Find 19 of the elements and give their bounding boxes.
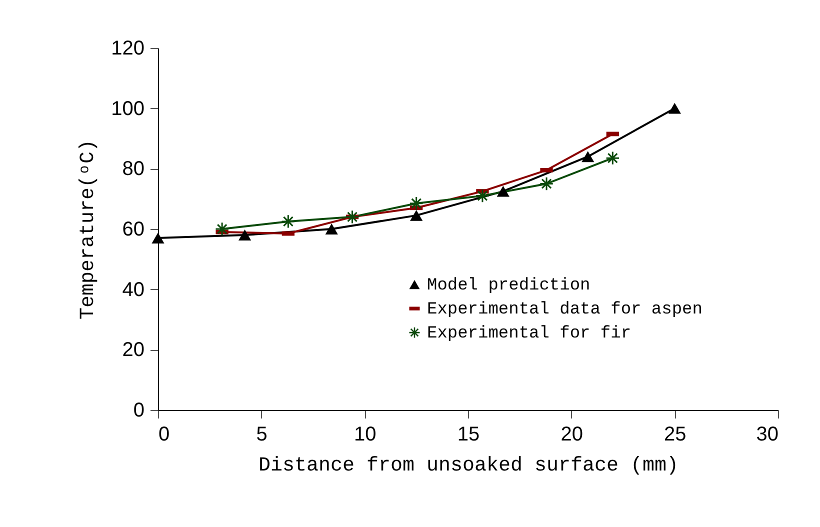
x-axis-title: Distance from unsoaked surface (mm)	[258, 454, 679, 478]
y-tick-label: 120	[111, 38, 144, 60]
legend-label: Experimental data for aspen	[427, 300, 702, 320]
x-tick-label: 0	[158, 424, 170, 446]
x-tick-label: 10	[354, 424, 376, 446]
y-tick-label: 60	[122, 218, 144, 240]
y-tick-label: 40	[122, 278, 144, 301]
x-tick-label: 15	[457, 424, 480, 446]
x-tick-label: 25	[664, 424, 686, 446]
y-tick-label: 100	[111, 98, 144, 120]
x-tick-label: 20	[560, 424, 583, 446]
legend-label: Model prediction	[427, 276, 590, 296]
legend-label: Experimental for fir	[427, 324, 632, 344]
y-tick-label: 0	[133, 400, 144, 422]
y-tick-label: 80	[122, 158, 144, 180]
x-tick-label: 30	[756, 424, 778, 446]
y-axis-title: Temperature(ᵒC)	[77, 139, 100, 320]
y-tick-label: 20	[122, 339, 144, 362]
x-tick-label: 5	[256, 424, 268, 446]
